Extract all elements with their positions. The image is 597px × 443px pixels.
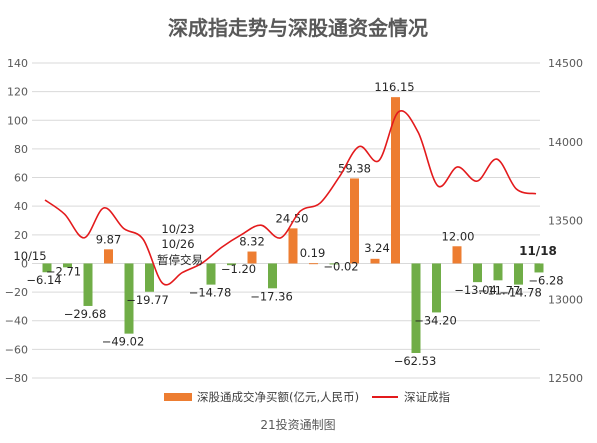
- bar-data-label: −13.04: [454, 283, 497, 297]
- y-left-tick-label: 40: [14, 200, 28, 213]
- y-axis-right: 14500 14000 13500 13000 12500: [548, 57, 583, 385]
- bar: [145, 263, 154, 292]
- y-left-tick-label: 80: [14, 143, 28, 156]
- bar-data-label: 3.24: [364, 241, 390, 255]
- bar: [432, 263, 441, 313]
- bar: [63, 263, 72, 268]
- bar: [473, 263, 482, 283]
- line-series: [44, 110, 537, 286]
- y-right-tick-label: 12500: [548, 372, 583, 385]
- y-axis-left: 140 120 100 80 60 40 20 0 −20 −40 −60 −80: [5, 57, 28, 385]
- annotation-d1015: 10/15: [13, 249, 46, 263]
- bar: [206, 263, 216, 285]
- legend-label-line: 深证成指: [404, 390, 450, 404]
- index-line: [44, 110, 537, 286]
- y-right-tick-label: 13500: [548, 215, 583, 228]
- bar-data-label: 116.15: [374, 80, 414, 94]
- bar-data-label: −34.20: [414, 313, 457, 327]
- bar-data-label: −14.78: [499, 286, 542, 300]
- y-left-tick-label: 20: [14, 229, 28, 242]
- y-left-tick-label: −80: [5, 372, 28, 385]
- bar: [227, 263, 236, 266]
- y-right-tick-label: 13000: [548, 293, 583, 306]
- bar: [288, 228, 298, 264]
- bar-data-label: −6.14: [26, 273, 61, 287]
- bar: [534, 263, 544, 273]
- bar-data-label: −6.28: [528, 273, 563, 287]
- y-right-tick-label: 14000: [548, 136, 583, 149]
- bar: [350, 178, 359, 264]
- bar: [309, 263, 318, 265]
- bar: [104, 249, 113, 264]
- bar-data-label: 59.38: [338, 161, 371, 175]
- bar-data-label: 8.32: [239, 235, 265, 249]
- bar-data-label: −17.36: [250, 289, 293, 303]
- bar: [247, 251, 257, 264]
- y-left-tick-label: 100: [7, 114, 28, 127]
- bar: [124, 263, 134, 334]
- chart-footer: 21投资通制图: [260, 417, 335, 432]
- bar: [452, 246, 462, 264]
- bar-data-label: 24.50: [276, 211, 309, 225]
- bar-data-label: −19.77: [126, 293, 169, 307]
- legend-swatch-bar: [164, 393, 192, 401]
- bar-data-label: 0.19: [300, 246, 326, 260]
- bar-data-label: −49.02: [102, 335, 145, 349]
- bar-data-label: 9.87: [96, 232, 122, 246]
- bar: [83, 263, 93, 306]
- bar: [411, 263, 421, 353]
- bar-data-label: −14.78: [189, 286, 232, 300]
- annotation-d1118: 11/18: [519, 244, 557, 258]
- bar-data-label: −29.68: [64, 307, 107, 321]
- legend-label-bar: 深股通成交净买额(亿元,人民币): [197, 390, 359, 404]
- chart-title: 深成指走势与深股通资金情况: [168, 16, 428, 40]
- bar: [268, 263, 277, 289]
- y-right-tick-label: 14500: [548, 57, 583, 70]
- bar-data-label: −11.77: [478, 283, 521, 297]
- bar: [391, 97, 400, 264]
- annotation-d1026: 10/26: [161, 237, 194, 251]
- bar-data-label: −2.71: [46, 264, 81, 278]
- grid: [32, 62, 540, 379]
- bar-series: [42, 97, 544, 353]
- bar-data-label: −62.53: [394, 354, 437, 368]
- legend: 深股通成交净买额(亿元,人民币) 深证成指: [164, 390, 450, 404]
- bar: [42, 263, 52, 273]
- bar: [370, 258, 380, 264]
- y-left-tick-label: −60: [5, 343, 28, 356]
- bar-labels: −6.14−2.71−29.689.87−49.02−19.77−14.78−1…: [26, 80, 563, 368]
- y-left-tick-label: 60: [14, 172, 28, 185]
- annotation-halt: 暂停交易: [157, 253, 203, 267]
- bar: [329, 263, 339, 265]
- y-left-tick-label: 120: [7, 86, 28, 99]
- bar: [514, 263, 523, 285]
- bar: [493, 263, 503, 281]
- bar-data-label: 12.00: [442, 229, 475, 243]
- y-left-tick-label: −20: [5, 286, 28, 299]
- y-left-tick-label: 140: [7, 57, 28, 70]
- y-left-tick-label: 0: [21, 257, 28, 270]
- bar-data-label: −0.02: [323, 259, 358, 273]
- annotation-d1023: 10/23: [161, 222, 194, 236]
- y-left-tick-label: −40: [5, 315, 28, 328]
- bar-data-label: −1.20: [221, 262, 256, 276]
